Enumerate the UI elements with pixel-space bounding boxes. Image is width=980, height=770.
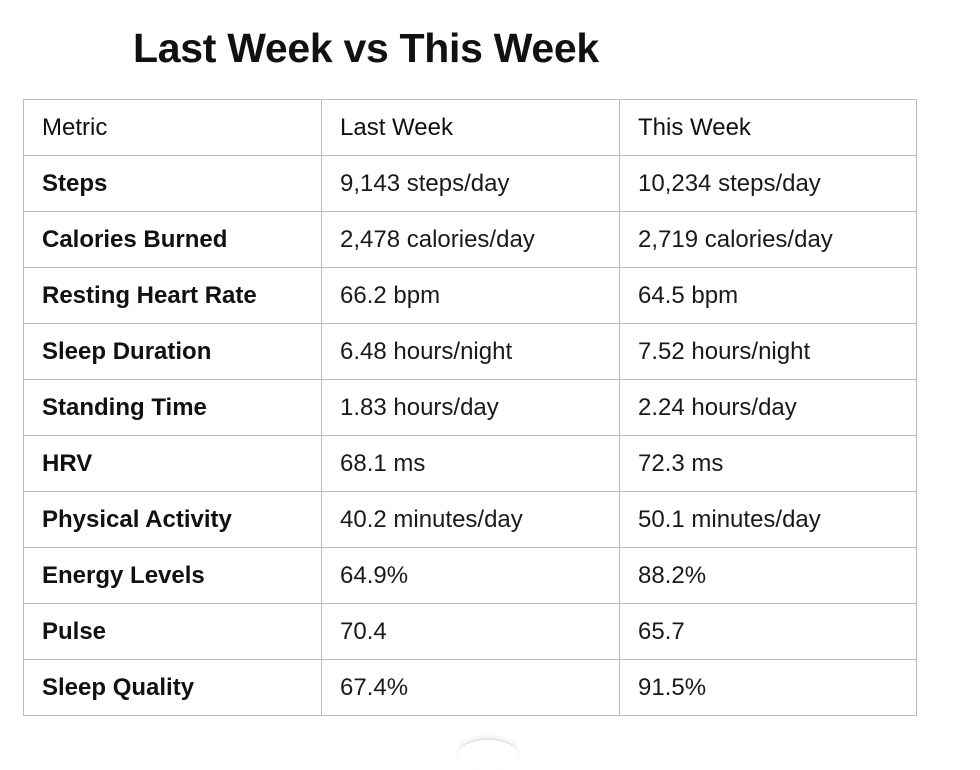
metric-name-cell: Sleep Quality [23,659,322,716]
last-week-cell: 64.9% [321,547,620,604]
metric-name-cell: Standing Time [23,379,322,436]
metric-name-cell: Resting Heart Rate [23,267,322,324]
table-row: Sleep Quality 67.4% 91.5% [23,659,917,716]
column-header-metric: Metric [23,99,322,156]
table-row: Calories Burned 2,478 calories/day 2,719… [23,211,917,268]
this-week-cell: 88.2% [619,547,917,604]
table-row: Resting Heart Rate 66.2 bpm 64.5 bpm [23,267,917,324]
table-row: Sleep Duration 6.48 hours/night 7.52 hou… [23,323,917,380]
this-week-cell: 65.7 [619,603,917,660]
last-week-cell: 1.83 hours/day [321,379,620,436]
table-row: Steps 9,143 steps/day 10,234 steps/day [23,155,917,212]
table-row: Pulse 70.4 65.7 [23,603,917,660]
metric-name-cell: Sleep Duration [23,323,322,380]
last-week-cell: 9,143 steps/day [321,155,620,212]
page-edge-shadow [458,738,518,770]
metric-name-cell: Physical Activity [23,491,322,548]
last-week-cell: 66.2 bpm [321,267,620,324]
this-week-cell: 2,719 calories/day [619,211,917,268]
this-week-cell: 72.3 ms [619,435,917,492]
table-row: HRV 68.1 ms 72.3 ms [23,435,917,492]
comparison-table: Metric Last Week This Week Steps 9,143 s… [23,99,917,716]
last-week-cell: 70.4 [321,603,620,660]
this-week-cell: 50.1 minutes/day [619,491,917,548]
table-row: Energy Levels 64.9% 88.2% [23,547,917,604]
metric-name-cell: Pulse [23,603,322,660]
table-header-row: Metric Last Week This Week [23,99,917,156]
last-week-cell: 67.4% [321,659,620,716]
metric-name-cell: Calories Burned [23,211,322,268]
last-week-cell: 2,478 calories/day [321,211,620,268]
table-row: Standing Time 1.83 hours/day 2.24 hours/… [23,379,917,436]
metric-name-cell: HRV [23,435,322,492]
this-week-cell: 2.24 hours/day [619,379,917,436]
last-week-cell: 68.1 ms [321,435,620,492]
page-title: Last Week vs This Week [133,25,599,71]
this-week-cell: 91.5% [619,659,917,716]
last-week-cell: 6.48 hours/night [321,323,620,380]
last-week-cell: 40.2 minutes/day [321,491,620,548]
column-header-this-week: This Week [619,99,917,156]
this-week-cell: 10,234 steps/day [619,155,917,212]
table-row: Physical Activity 40.2 minutes/day 50.1 … [23,491,917,548]
this-week-cell: 64.5 bpm [619,267,917,324]
metric-name-cell: Steps [23,155,322,212]
this-week-cell: 7.52 hours/night [619,323,917,380]
metric-name-cell: Energy Levels [23,547,322,604]
column-header-last-week: Last Week [321,99,620,156]
